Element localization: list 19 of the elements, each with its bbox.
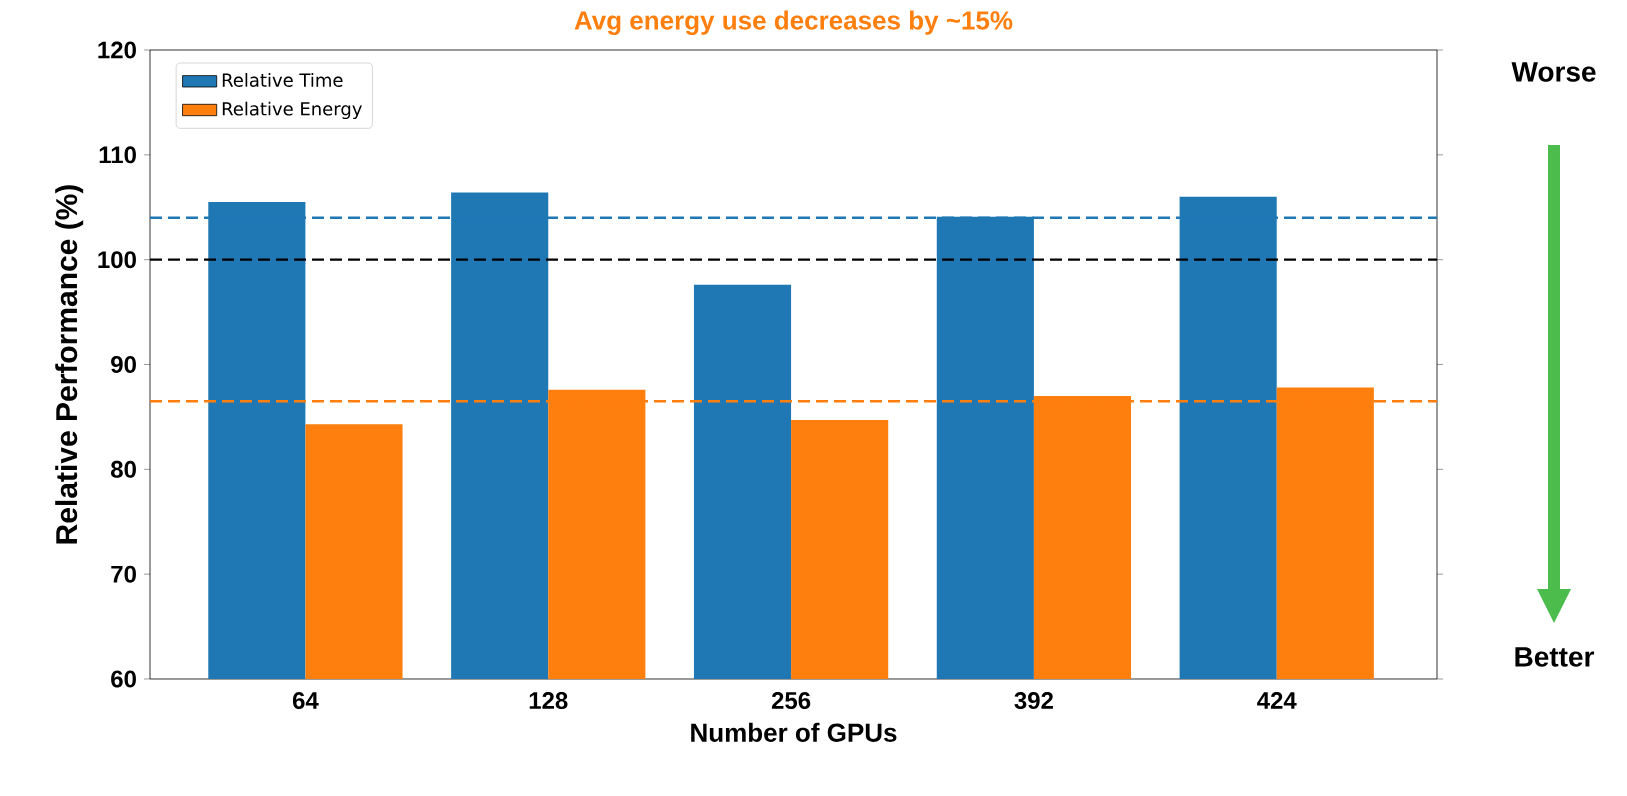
chart-title: Avg energy use decreases by ~15% [574,10,1013,35]
y-tick-label: 70 [111,565,136,583]
x-tick-label: 256 [771,692,811,710]
x-tick-label: 424 [1257,692,1297,709]
y-tick-label: 120 [98,41,136,59]
y-tick-label: 60 [111,670,136,688]
legend-label: Relative Energy [222,101,362,120]
y-tick-label: 110 [99,146,136,164]
x-axis-title: Number of GPUs [691,722,897,742]
legend-label: Relative Time [222,72,343,87]
text: Better [1515,647,1595,667]
y-axis-title: Relative Performance (%) [55,185,84,544]
x-tick-label: 392 [1014,692,1053,710]
y-tick-label: 80 [111,460,136,478]
text: Worse [1511,62,1596,82]
y-tick-label: 90 [111,356,136,373]
x-tick-label: 64 [292,692,319,710]
x-tick-label: 128 [529,692,568,710]
y-tick-label: 100 [98,251,136,269]
